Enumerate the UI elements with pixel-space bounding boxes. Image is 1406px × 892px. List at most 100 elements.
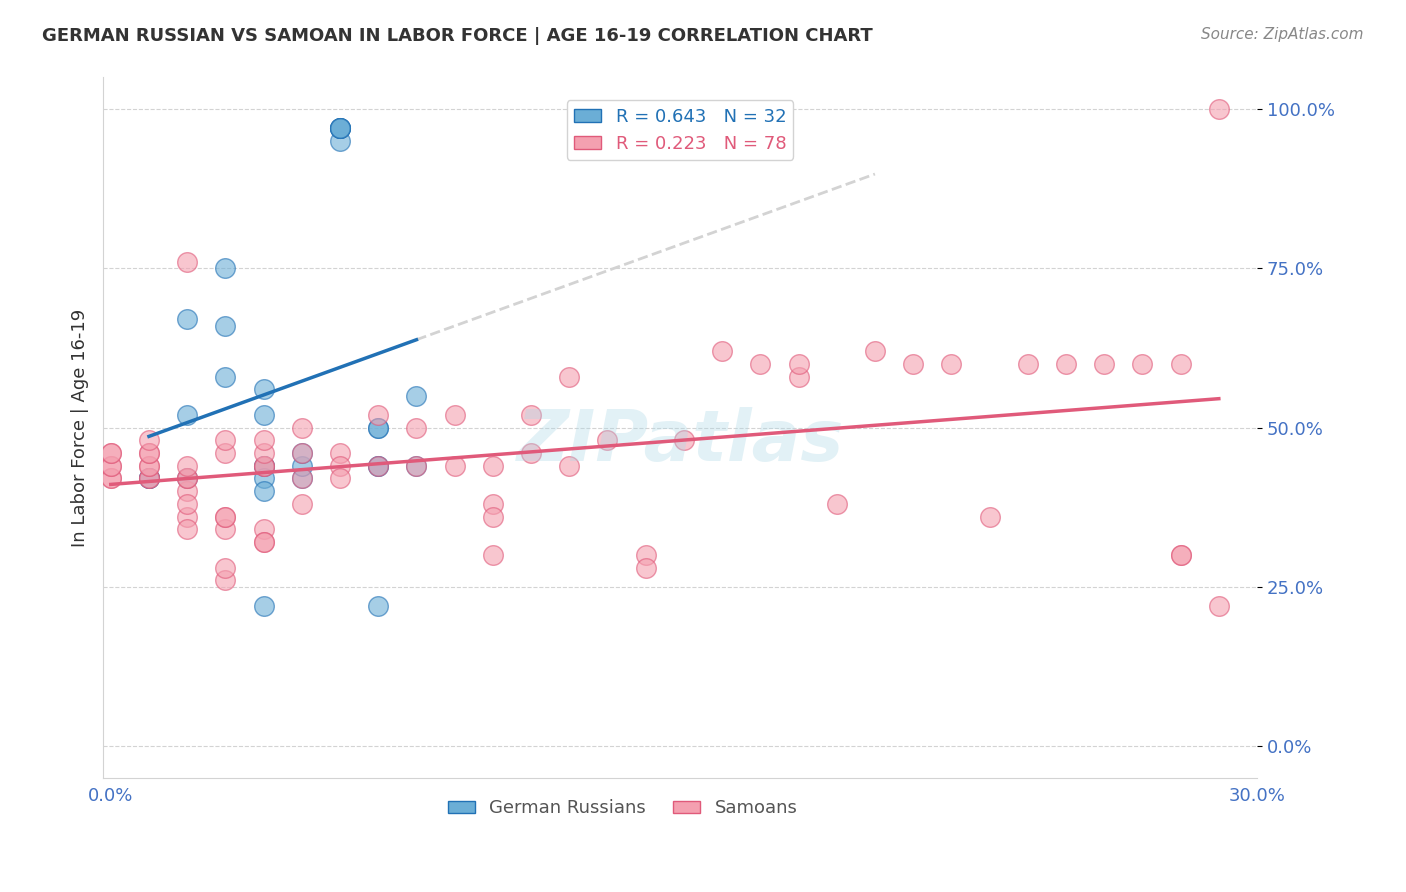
Y-axis label: In Labor Force | Age 16-19: In Labor Force | Age 16-19 (72, 309, 89, 547)
Point (100, 458, 122, 473)
Point (252, 458, 274, 473)
Point (214, 574, 236, 588)
Point (176, 312, 198, 326)
Point (520, 446, 543, 460)
Point (214, 369, 236, 384)
Point (941, 357, 963, 371)
Point (634, 560, 657, 574)
Point (100, 471, 122, 485)
Point (711, 344, 734, 359)
Point (1170, 357, 1192, 371)
Point (176, 484, 198, 499)
Legend: German Russians, Samoans: German Russians, Samoans (440, 792, 804, 824)
Point (329, 121, 352, 136)
Point (443, 458, 465, 473)
Point (367, 599, 389, 613)
Point (138, 458, 160, 473)
Point (329, 446, 352, 460)
Point (329, 121, 352, 136)
Text: Source: ZipAtlas.com: Source: ZipAtlas.com (1201, 27, 1364, 42)
Point (214, 509, 236, 524)
Point (252, 599, 274, 613)
Point (749, 357, 772, 371)
Text: ZIPatlas: ZIPatlas (516, 407, 844, 476)
Point (405, 420, 427, 434)
Point (520, 408, 543, 422)
Point (482, 509, 505, 524)
Point (558, 458, 581, 473)
Point (367, 458, 389, 473)
Point (138, 471, 160, 485)
Point (214, 446, 236, 460)
Point (100, 458, 122, 473)
Point (367, 458, 389, 473)
Point (558, 369, 581, 384)
Point (405, 458, 427, 473)
Point (672, 434, 695, 448)
Point (1208, 102, 1230, 116)
Point (100, 446, 122, 460)
Point (252, 434, 274, 448)
Point (252, 408, 274, 422)
Point (1132, 357, 1154, 371)
Point (176, 471, 198, 485)
Point (214, 509, 236, 524)
Point (405, 458, 427, 473)
Point (291, 446, 314, 460)
Point (214, 522, 236, 536)
Point (138, 446, 160, 460)
Point (1170, 548, 1192, 562)
Point (176, 408, 198, 422)
Point (367, 420, 389, 434)
Point (176, 497, 198, 511)
Point (482, 497, 505, 511)
Point (367, 458, 389, 473)
Point (1054, 357, 1077, 371)
Point (825, 497, 848, 511)
Point (214, 261, 236, 276)
Point (634, 548, 657, 562)
Point (138, 446, 160, 460)
Point (176, 471, 198, 485)
Point (367, 408, 389, 422)
Point (1208, 599, 1230, 613)
Point (252, 458, 274, 473)
Point (787, 369, 810, 384)
Text: GERMAN RUSSIAN VS SAMOAN IN LABOR FORCE | AGE 16-19 CORRELATION CHART: GERMAN RUSSIAN VS SAMOAN IN LABOR FORCE … (42, 27, 873, 45)
Point (252, 471, 274, 485)
Point (329, 121, 352, 136)
Point (291, 471, 314, 485)
Point (138, 471, 160, 485)
Point (138, 471, 160, 485)
Point (291, 446, 314, 460)
Point (252, 458, 274, 473)
Point (252, 484, 274, 499)
Point (252, 535, 274, 549)
Point (1170, 548, 1192, 562)
Point (252, 522, 274, 536)
Point (138, 471, 160, 485)
Point (252, 382, 274, 396)
Point (367, 420, 389, 434)
Point (214, 318, 236, 333)
Point (291, 497, 314, 511)
Point (1092, 357, 1115, 371)
Point (176, 522, 198, 536)
Point (901, 357, 924, 371)
Point (138, 458, 160, 473)
Point (100, 471, 122, 485)
Point (596, 434, 619, 448)
Point (100, 446, 122, 460)
Point (1017, 357, 1039, 371)
Point (176, 471, 198, 485)
Point (405, 389, 427, 403)
Point (329, 458, 352, 473)
Point (979, 509, 1001, 524)
Point (214, 434, 236, 448)
Point (176, 255, 198, 269)
Point (138, 471, 160, 485)
Point (482, 458, 505, 473)
Point (176, 509, 198, 524)
Point (329, 134, 352, 148)
Point (291, 420, 314, 434)
